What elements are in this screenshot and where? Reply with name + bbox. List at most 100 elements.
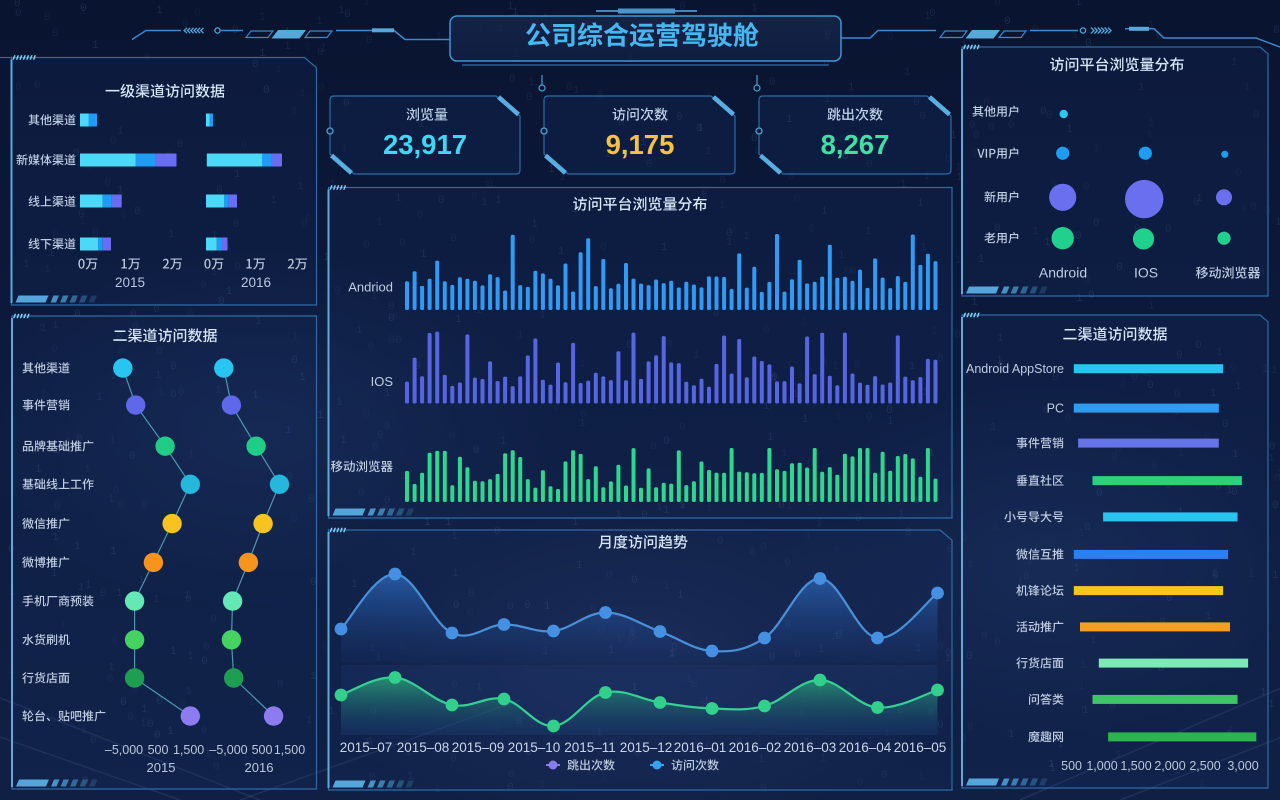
svg-text:1: 1 — [904, 67, 911, 79]
svg-text:1: 1 — [548, 164, 555, 176]
svg-text:0: 0 — [1165, 224, 1172, 236]
svg-text:0: 0 — [666, 339, 673, 351]
svg-text:0: 0 — [113, 486, 120, 498]
svg-text:1: 1 — [384, 388, 391, 400]
svg-text:1: 1 — [1148, 301, 1155, 313]
svg-text:0: 0 — [553, 402, 560, 414]
svg-text:1: 1 — [838, 250, 845, 262]
svg-text:0: 0 — [696, 123, 703, 135]
svg-text:0: 0 — [450, 753, 457, 765]
svg-text:1: 1 — [1244, 82, 1251, 94]
svg-text:1: 1 — [424, 517, 431, 529]
svg-text:0: 0 — [679, 422, 686, 434]
svg-text:1: 1 — [1260, 687, 1267, 699]
svg-text:1: 1 — [1072, 30, 1079, 42]
svg-text:0: 0 — [641, 510, 648, 522]
svg-text:1: 1 — [204, 748, 211, 760]
svg-text:0: 0 — [857, 777, 864, 789]
svg-text:2016–04: 2016–04 — [839, 740, 892, 755]
svg-text:0: 0 — [74, 309, 81, 321]
svg-text:2016–03: 2016–03 — [784, 740, 837, 755]
svg-text:1: 1 — [572, 517, 579, 529]
svg-text:1: 1 — [410, 547, 417, 559]
svg-text:1: 1 — [52, 320, 59, 332]
svg-text:0: 0 — [363, 409, 370, 421]
svg-text:0: 0 — [194, 8, 201, 20]
svg-text:0: 0 — [180, 701, 187, 713]
svg-text:1: 1 — [631, 682, 638, 694]
svg-text:1: 1 — [270, 195, 277, 207]
svg-text:0: 0 — [1065, 413, 1072, 425]
svg-text:0: 0 — [467, 608, 474, 620]
svg-text:1: 1 — [576, 560, 583, 572]
svg-text:0: 0 — [701, 189, 708, 201]
svg-text:1: 1 — [767, 432, 774, 444]
svg-text:0: 0 — [369, 772, 376, 784]
svg-text:2,500: 2,500 — [1189, 759, 1220, 773]
svg-text:1: 1 — [455, 314, 462, 326]
svg-text:1: 1 — [340, 435, 347, 447]
svg-text:0: 0 — [945, 154, 952, 166]
svg-text:1: 1 — [661, 242, 668, 254]
svg-text:0: 0 — [679, 1, 686, 13]
svg-text:1: 1 — [299, 88, 306, 100]
svg-text:500: 500 — [148, 743, 169, 757]
svg-text:1: 1 — [1093, 143, 1100, 155]
svg-text:1,500: 1,500 — [173, 743, 204, 757]
svg-text:1: 1 — [116, 588, 123, 600]
svg-text:0: 0 — [1008, 120, 1015, 132]
svg-text:0: 0 — [751, 133, 758, 145]
svg-text:1: 1 — [336, 397, 343, 409]
svg-text:1: 1 — [705, 146, 712, 158]
svg-text:0: 0 — [308, 494, 315, 506]
svg-text:1: 1 — [109, 435, 116, 447]
svg-text:2016: 2016 — [241, 275, 271, 290]
svg-text:1: 1 — [78, 582, 85, 594]
svg-text:1: 1 — [1048, 759, 1055, 771]
svg-text:1: 1 — [820, 753, 827, 765]
svg-text:0: 0 — [763, 325, 770, 337]
svg-text:0: 0 — [377, 430, 384, 442]
svg-text:0: 0 — [606, 570, 613, 582]
svg-text:0: 0 — [929, 8, 936, 20]
svg-text:1: 1 — [539, 310, 546, 322]
svg-text:1: 1 — [341, 143, 348, 155]
svg-text:1: 1 — [329, 179, 336, 191]
svg-text:1: 1 — [821, 355, 828, 367]
svg-text:0: 0 — [644, 155, 651, 167]
svg-text:0: 0 — [453, 600, 460, 612]
svg-text:0: 0 — [399, 238, 406, 250]
svg-text:1: 1 — [445, 517, 452, 529]
svg-text:0: 0 — [736, 737, 743, 749]
svg-text:0: 0 — [784, 557, 791, 569]
svg-text:0: 0 — [719, 175, 726, 187]
svg-text:2015: 2015 — [115, 275, 145, 290]
svg-text:1: 1 — [945, 653, 952, 665]
svg-text:0: 0 — [201, 656, 208, 668]
svg-text:1: 1 — [242, 750, 249, 762]
svg-text:1: 1 — [1177, 448, 1184, 460]
svg-text:1: 1 — [1174, 766, 1181, 778]
svg-text:1: 1 — [832, 361, 839, 373]
svg-text:1: 1 — [306, 715, 313, 727]
svg-text:0: 0 — [178, 387, 185, 399]
svg-text:0: 0 — [713, 308, 720, 320]
svg-text:2015–09: 2015–09 — [452, 740, 505, 755]
svg-text:0: 0 — [1158, 663, 1165, 675]
svg-text:1: 1 — [395, 193, 402, 205]
svg-text:1: 1 — [918, 772, 925, 784]
svg-text:1: 1 — [376, 217, 383, 229]
svg-text:1: 1 — [821, 206, 828, 218]
svg-text:0: 0 — [104, 178, 111, 190]
svg-text:1: 1 — [801, 317, 808, 329]
svg-text:0: 0 — [1036, 696, 1043, 708]
svg-text:1: 1 — [1216, 347, 1223, 359]
svg-text:0: 0 — [384, 421, 391, 433]
svg-text:0: 0 — [676, 112, 683, 124]
svg-text:0: 0 — [52, 229, 59, 241]
svg-text:1: 1 — [418, 119, 425, 131]
svg-text:2015–07: 2015–07 — [340, 740, 393, 755]
svg-text:1: 1 — [110, 546, 117, 558]
svg-text:0: 0 — [529, 235, 536, 247]
svg-text:1: 1 — [615, 509, 622, 521]
